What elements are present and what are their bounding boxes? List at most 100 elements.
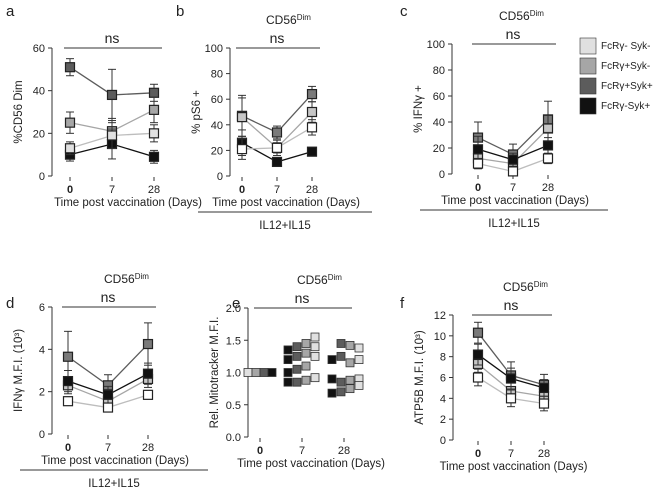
treatment-label: IL12+IL15 [259,220,310,232]
data-point [106,89,118,101]
data-point [472,144,484,155]
data-point [148,151,160,162]
data-point [542,140,554,151]
data-point [310,332,320,342]
panel-title: CD56Dim [266,13,311,28]
data-point [507,154,519,165]
data-point [345,384,355,394]
panel-title: CD56Dim [503,280,548,295]
treatment-label: IL12+IL15 [88,478,139,490]
y-tick-label: 0 [440,435,446,447]
y-tick-label: 6 [440,373,446,385]
y-tick-label: 1.0 [226,368,241,380]
significance-label: ns [105,30,120,46]
panel-letter: e [232,295,240,312]
data-point [283,368,293,377]
y-tick-label: 20 [211,145,223,157]
legend-swatch [579,57,597,75]
data-point [306,106,318,118]
legend: FcRγ- Syk- FcRγ+Syk- FcRγ+Syk+ FcRγ-Syk+ [579,37,653,115]
y-tick-label: 10 [434,331,446,343]
data-point [267,368,277,377]
y-axis-label: ATP5B M.F.I. (10³) [414,330,426,425]
data-point [243,368,253,377]
data-point [102,402,114,413]
data-point [472,372,484,383]
x-tick-label: 7 [105,442,111,454]
data-point [283,355,293,365]
data-point [310,373,320,383]
data-point [327,388,337,398]
y-tick-label: 0 [39,429,45,441]
y-tick-label: 20 [33,128,45,140]
data-point [301,348,311,358]
legend-swatch [579,77,597,95]
data-point [472,327,484,338]
data-point [301,375,311,385]
x-tick-label: 0 [239,184,245,196]
x-tick-label: 0 [257,445,263,457]
panel-title: CD56Dim [297,273,342,288]
legend-swatch [579,97,597,115]
y-tick-label: 100 [427,39,445,51]
data-point [142,389,154,400]
y-tick-label: 6 [39,302,45,314]
y-tick-label: 0 [217,171,223,183]
y-tick-label: 60 [211,94,223,106]
data-point [148,87,160,98]
significance-label: ns [504,297,519,313]
data-point [306,122,318,133]
x-axis-label: Time post vaccination (Days) [440,461,588,473]
data-point [62,351,74,362]
data-point [292,377,302,387]
data-point [327,374,337,384]
y-tick-label: 40 [433,117,445,129]
x-tick-label: 7 [508,448,514,460]
data-point [336,351,346,361]
panel-letter: b [176,3,184,20]
panel-letter: f [400,295,405,312]
y-tick-label: 0 [39,171,45,183]
y-tick-label: 4 [440,393,446,405]
significance-label: ns [101,289,116,305]
panel-title: CD56Dim [104,272,149,287]
data-point [354,355,364,365]
data-point [310,342,320,352]
x-tick-label: 28 [338,445,350,457]
data-point [505,393,517,404]
legend-label: FcRγ-Syk+ [601,101,650,112]
panel-letter: c [400,3,408,20]
y-tick-label: 8 [440,352,446,364]
data-point [345,341,355,350]
x-axis-label: Time post vaccination (Days) [441,195,589,207]
x-tick-label: 0 [67,184,73,196]
legend-label: FcRγ+Syk+ [601,81,653,92]
data-point [236,144,248,155]
y-axis-label: % pS6 + [191,90,203,134]
y-tick-label: 1.5 [226,335,241,347]
y-tick-label: 0.5 [226,400,241,412]
data-point [538,382,550,394]
data-point [106,130,118,141]
x-tick-label: 0 [65,442,71,454]
y-tick-label: 60 [33,43,45,55]
y-tick-label: 0 [439,169,445,181]
y-tick-label: 60 [433,91,445,103]
data-point [472,349,484,360]
data-point [472,158,484,169]
y-tick-label: 2.0 [226,303,241,315]
data-point [102,389,114,400]
panel-letter: d [6,295,14,312]
y-tick-label: 2 [39,387,45,399]
legend-label: FcRγ+Syk- [601,61,650,72]
data-point [306,88,318,100]
panel-e: e CD56Dim 0.0 0.5 1.0 1.5 2.0 Rel. Mitotracker … [209,273,385,471]
significance-label: ns [506,26,521,42]
legend-label: FcRγ- Syk- [601,41,650,52]
panel-letter: a [6,3,15,20]
data-point [64,117,76,128]
x-axis-label: Time post vaccination (Days) [41,455,189,467]
data-point [148,128,160,139]
data-point [336,339,346,348]
